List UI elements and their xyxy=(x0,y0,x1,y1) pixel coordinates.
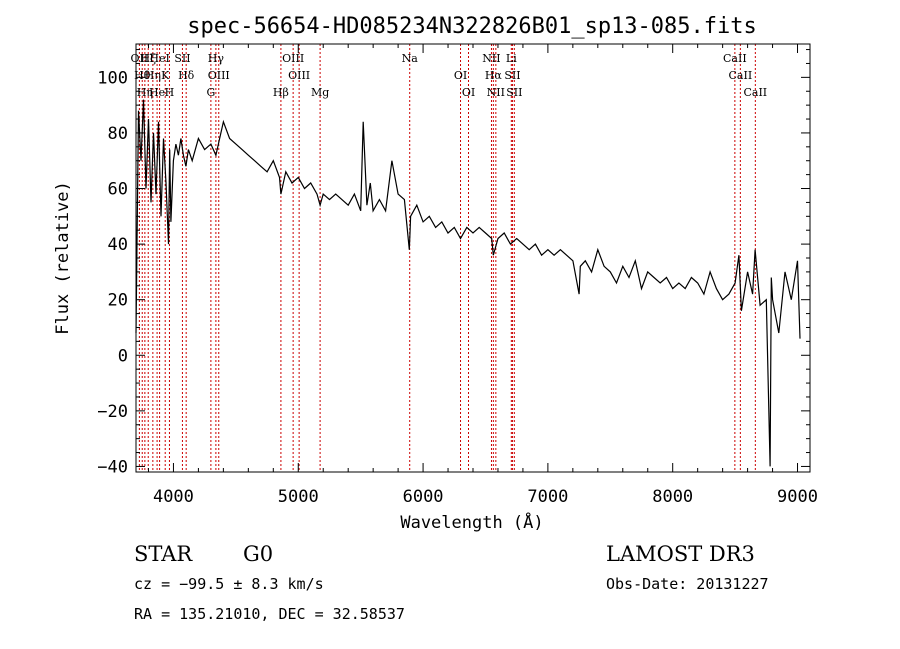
line-marker-labels: OIIHθHηHζHηHeHeIKHSIIHδGHγOIIIHβOIIIOIII… xyxy=(131,52,768,99)
line-marker-label: Hβ xyxy=(273,86,289,99)
line-marker-label: Hγ xyxy=(208,52,225,65)
line-marker-label: CaII xyxy=(723,52,747,65)
y-tick-label: 40 xyxy=(108,235,128,255)
plot-frame xyxy=(135,43,811,473)
line-marker-label: Hδ xyxy=(178,69,195,82)
x-tick-label: 9000 xyxy=(777,487,818,507)
line-marker-label: K xyxy=(161,69,170,82)
line-marker-label: SII xyxy=(504,69,520,82)
line-marker-label: OIII xyxy=(282,52,304,65)
y-tick-label: −40 xyxy=(97,457,128,477)
line-marker-label: Mg xyxy=(311,86,329,99)
y-tick-label: 80 xyxy=(108,124,128,144)
line-marker-label: Hη xyxy=(145,69,161,82)
x-axis-label: Wavelength (Å) xyxy=(400,511,543,533)
line-marker-label: OIII xyxy=(208,69,230,82)
y-tick-label: 0 xyxy=(118,346,128,366)
line-marker-label: Hθ xyxy=(134,69,151,82)
coordinates: RA = 135.21010, DEC = 32.58537 xyxy=(134,605,405,623)
line-marker-label: Li xyxy=(506,52,517,65)
line-marker-label: OI xyxy=(454,69,467,82)
line-markers xyxy=(138,44,756,472)
line-marker-label: G xyxy=(206,86,215,99)
y-tick-label: 20 xyxy=(108,291,128,311)
y-axis-label: Flux (relative) xyxy=(53,181,73,335)
object-class: STAR xyxy=(134,542,193,566)
observation-date: Obs-Date: 20131227 xyxy=(606,575,769,593)
x-tick-label: 7000 xyxy=(527,487,568,507)
survey-name: LAMOST DR3 xyxy=(606,542,755,566)
line-marker-label: CaII xyxy=(729,69,753,82)
line-marker-label: H xyxy=(165,86,175,99)
y-axis: −40 −20 0 20 40 60 80 100 xyxy=(97,49,810,477)
x-axis: 4000 5000 6000 7000 8000 9000 xyxy=(147,44,818,507)
x-tick-label: 6000 xyxy=(403,487,444,507)
y-tick-label: 100 xyxy=(97,68,128,88)
line-marker-label: NII xyxy=(487,86,505,99)
chart-title: spec-56654-HD085234N322826B01_sp13-085.f… xyxy=(187,14,757,39)
series-line xyxy=(135,99,801,467)
line-marker-label: OIII xyxy=(288,69,310,82)
line-marker-label: Hζ xyxy=(140,52,156,65)
line-marker-label: HeI xyxy=(149,52,169,65)
line-marker-label: Hα xyxy=(485,69,503,82)
line-marker-label: CaII xyxy=(743,86,767,99)
line-marker-label: Na xyxy=(402,52,419,65)
line-marker-label: OI xyxy=(462,86,475,99)
y-tick-label: −20 xyxy=(97,402,128,422)
line-marker-label: Hη xyxy=(137,86,153,99)
line-marker-label: He xyxy=(149,86,165,99)
redshift-info: cz = −99.5 ± 8.3 km/s xyxy=(134,575,324,593)
line-marker-label: NII xyxy=(482,52,500,65)
y-tick-label: 60 xyxy=(108,180,128,200)
x-tick-label: 5000 xyxy=(278,487,319,507)
x-tick-label: 8000 xyxy=(652,487,693,507)
line-marker-label: SII xyxy=(506,86,522,99)
x-tick-label: 4000 xyxy=(153,487,194,507)
line-marker-label: SII xyxy=(174,52,190,65)
object-subclass: G0 xyxy=(243,542,273,566)
line-marker-label: OII xyxy=(131,52,149,65)
